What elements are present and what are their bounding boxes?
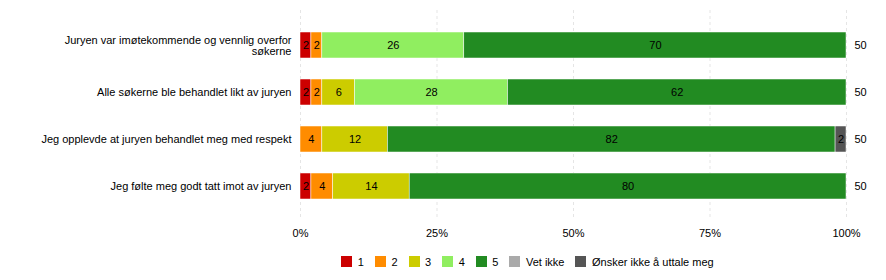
svg-text:100%: 100%	[832, 227, 860, 239]
svg-text:28: 28	[425, 86, 437, 98]
html-text:2: 2	[391, 255, 398, 268]
svg-text:2: 2	[303, 180, 309, 192]
svg-text:50: 50	[855, 39, 867, 51]
svg-text:82: 82	[606, 133, 618, 145]
svg-text:2: 2	[838, 133, 844, 145]
svg-text:62: 62	[671, 86, 683, 98]
html-text:1: 1	[357, 255, 364, 268]
svg-text:50%: 50%	[562, 227, 584, 239]
svg-text:2: 2	[314, 39, 320, 51]
svg-text:14: 14	[365, 180, 377, 192]
html-text:Vet ikke: Vet ikke	[526, 255, 565, 268]
svg-text:50: 50	[855, 133, 867, 145]
svg-text:4: 4	[319, 180, 325, 192]
svg-text:2: 2	[314, 86, 320, 98]
svg-text:Jeg følte meg godt tatt imot a: Jeg følte meg godt tatt imot av juryen	[111, 180, 292, 192]
svg-text:Jeg opplevde at juryen behandl: Jeg opplevde at juryen behandlet meg med…	[41, 133, 291, 145]
svg-text:0%: 0%	[293, 227, 309, 239]
html-text:4: 4	[458, 255, 465, 268]
svg-text:26: 26	[387, 39, 399, 51]
svg-text:Alle søkerne ble behandlet lik: Alle søkerne ble behandlet likt av jurye…	[97, 86, 291, 98]
svg-text:6: 6	[336, 86, 342, 98]
svg-text:50: 50	[855, 86, 867, 98]
svg-text:75%: 75%	[699, 227, 721, 239]
svg-text:2: 2	[303, 39, 309, 51]
svg-text:70: 70	[649, 39, 661, 51]
html-text:3: 3	[425, 255, 432, 268]
svg-text:12: 12	[349, 133, 361, 145]
svg-text:Juryen var imøtekommende og ve: Juryen var imøtekommende og vennlig over…	[65, 34, 292, 57]
html-text:Ønsker ikke å uttale meg: Ønsker ikke å uttale meg	[592, 255, 714, 268]
html-text:5: 5	[492, 255, 499, 268]
svg-text:50: 50	[855, 180, 867, 192]
svg-text:25%: 25%	[426, 227, 448, 239]
svg-text:80: 80	[622, 180, 634, 192]
svg-text:4: 4	[308, 133, 314, 145]
svg-text:2: 2	[303, 86, 309, 98]
